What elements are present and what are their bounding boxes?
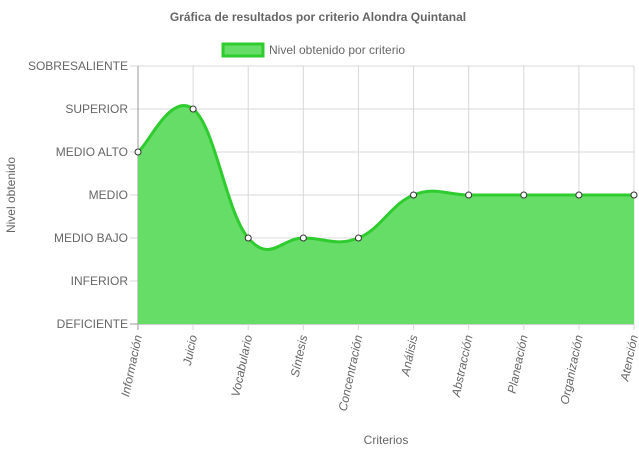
data-point[interactable] (189, 105, 197, 113)
legend-label[interactable]: Nivel obtenido por criterio (269, 43, 405, 57)
data-point[interactable] (465, 191, 473, 199)
x-tick-label: Información (118, 333, 145, 398)
series-area (138, 105, 634, 324)
legend[interactable]: Nivel obtenido por criterio (221, 42, 405, 58)
x-axis-label: Criterios (364, 433, 409, 447)
y-tick-label: MEDIO ALTO (56, 145, 128, 159)
x-tick-label: Abstracción (449, 333, 476, 399)
x-tick-label: Organización (557, 333, 585, 405)
x-tick-label: Síntesis (288, 334, 311, 379)
y-tick-label: INFERIOR (71, 274, 129, 288)
y-tick-label: MEDIO BAJO (54, 231, 128, 245)
plot-area (134, 104, 638, 324)
y-tick-label: MEDIO (89, 188, 128, 202)
chart-title: Gráfica de resultados por criterio Alond… (170, 10, 466, 24)
legend-swatch[interactable] (221, 42, 265, 58)
data-point[interactable] (575, 191, 583, 199)
y-tick-label: SOBRESALIENTE (28, 59, 128, 73)
x-axis-ticks: Información Juicio Vocabulario Síntesis Conc… (118, 333, 639, 412)
y-axis-label: Nivel obtenido (4, 157, 18, 233)
y-tick-label: DEFICIENTE (57, 317, 128, 331)
x-tick-label: Atención (617, 333, 639, 383)
data-point[interactable] (354, 234, 362, 242)
x-tick-label: Concentración (336, 333, 366, 412)
x-tick-label: Juicio (180, 333, 200, 367)
data-point[interactable] (410, 191, 418, 199)
x-tick-label: Planeación (505, 333, 531, 394)
data-point[interactable] (244, 234, 252, 242)
y-axis-ticks: DEFICIENTE INFERIOR MEDIO BAJO MEDIO MEDIO A… (28, 59, 128, 331)
x-tick-label: Análisis (398, 334, 421, 378)
x-tick-label: Vocabulario (228, 333, 255, 398)
data-point[interactable] (299, 234, 307, 242)
data-point[interactable] (630, 191, 638, 199)
data-point[interactable] (520, 191, 528, 199)
data-point[interactable] (134, 148, 142, 156)
y-tick-label: SUPERIOR (65, 102, 128, 116)
